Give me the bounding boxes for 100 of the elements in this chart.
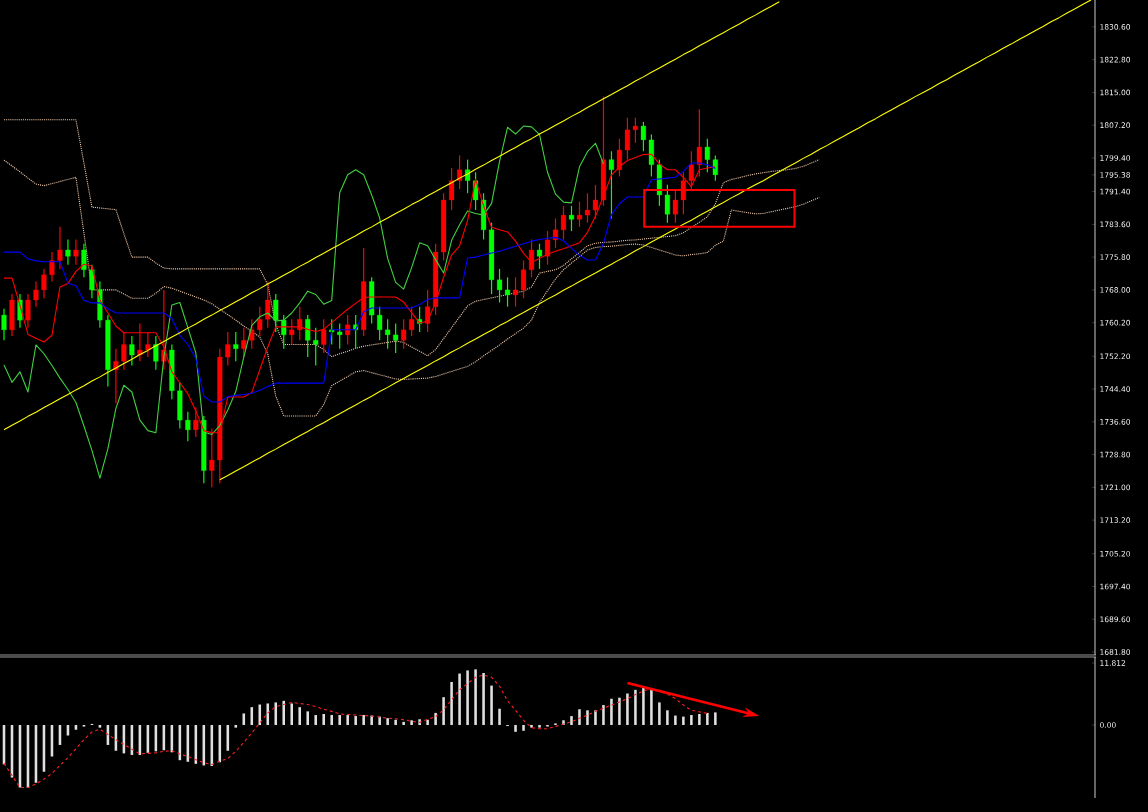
bar bbox=[466, 670, 469, 726]
bar bbox=[330, 715, 333, 726]
bar bbox=[394, 719, 397, 726]
bar bbox=[618, 697, 621, 726]
bar bbox=[498, 708, 501, 726]
candlestick bbox=[385, 318, 391, 350]
bar bbox=[338, 715, 341, 726]
candlestick bbox=[233, 331, 239, 362]
bar bbox=[386, 718, 389, 726]
bar bbox=[322, 713, 325, 726]
candlestick bbox=[65, 238, 71, 266]
candlestick bbox=[89, 264, 95, 299]
candlestick bbox=[225, 331, 231, 367]
candlestick bbox=[273, 293, 279, 333]
candlestick bbox=[297, 306, 303, 341]
bar bbox=[586, 710, 589, 726]
bar bbox=[522, 725, 525, 731]
bar bbox=[698, 713, 701, 726]
candlestick bbox=[632, 117, 638, 144]
bar bbox=[690, 715, 693, 726]
bar bbox=[658, 702, 661, 726]
candlestick bbox=[409, 306, 415, 337]
candlestick bbox=[161, 289, 167, 371]
line-series bbox=[219, 0, 1092, 481]
bar bbox=[450, 681, 453, 726]
candlestick bbox=[425, 289, 431, 333]
candlestick bbox=[41, 268, 47, 299]
bar bbox=[514, 725, 517, 732]
line-series bbox=[3, 125, 605, 479]
bar bbox=[314, 715, 317, 726]
candlestick bbox=[25, 293, 31, 329]
candlestick bbox=[664, 184, 670, 224]
bar bbox=[706, 712, 709, 726]
candlestick bbox=[401, 318, 407, 350]
candlestick bbox=[57, 226, 63, 270]
candlestick bbox=[137, 322, 143, 362]
candlestick bbox=[153, 335, 159, 371]
bar bbox=[402, 721, 405, 726]
bar bbox=[290, 703, 294, 726]
bar bbox=[442, 697, 445, 726]
bar bbox=[274, 702, 278, 726]
candlestick bbox=[49, 251, 55, 283]
line-series bbox=[3, 1, 780, 431]
bar bbox=[714, 712, 717, 726]
bar bbox=[482, 673, 485, 726]
candlestick bbox=[33, 280, 39, 308]
candlestick bbox=[568, 205, 575, 232]
candlestick bbox=[265, 280, 271, 329]
bar bbox=[682, 716, 685, 726]
candlestick bbox=[305, 314, 311, 358]
bar bbox=[674, 715, 677, 726]
candlestick bbox=[321, 318, 327, 354]
bar bbox=[490, 685, 493, 726]
candlestick bbox=[185, 411, 191, 442]
candlestick bbox=[712, 154, 718, 182]
candlestick bbox=[313, 327, 319, 367]
bar bbox=[354, 716, 357, 726]
bar bbox=[634, 689, 637, 726]
candlestick bbox=[329, 318, 335, 346]
bar bbox=[650, 689, 653, 726]
bar bbox=[562, 720, 565, 726]
candlestick bbox=[640, 121, 646, 152]
bar bbox=[426, 719, 429, 726]
bar bbox=[578, 709, 581, 726]
bar bbox=[258, 704, 262, 726]
candlestick bbox=[1, 308, 7, 341]
bar bbox=[362, 715, 365, 726]
bar bbox=[666, 710, 669, 726]
candlestick bbox=[704, 138, 710, 173]
bar bbox=[594, 710, 597, 726]
candlestick bbox=[241, 327, 247, 358]
candlestick bbox=[393, 322, 399, 354]
candlestick bbox=[289, 318, 295, 346]
bar bbox=[538, 725, 541, 728]
bar bbox=[306, 711, 309, 726]
bar bbox=[378, 716, 381, 726]
candlestick bbox=[457, 154, 463, 190]
bar bbox=[282, 700, 286, 726]
candlestick bbox=[113, 348, 119, 404]
candlestick bbox=[377, 306, 383, 341]
bar bbox=[602, 705, 605, 726]
candlestick bbox=[121, 331, 127, 371]
bar bbox=[250, 707, 254, 726]
candlestick bbox=[73, 238, 79, 266]
candlestick bbox=[81, 243, 87, 278]
candlestick bbox=[505, 276, 511, 308]
bar bbox=[298, 707, 302, 726]
bar bbox=[642, 687, 645, 726]
candlestick bbox=[257, 306, 263, 337]
candlestick bbox=[249, 318, 255, 350]
candlestick bbox=[129, 335, 135, 367]
candlestick bbox=[345, 314, 351, 346]
candlestick bbox=[465, 159, 471, 194]
bar bbox=[266, 703, 270, 726]
candlestick bbox=[145, 331, 151, 358]
bar bbox=[626, 693, 629, 726]
candlestick bbox=[608, 150, 614, 220]
candlestick bbox=[337, 322, 343, 350]
bar bbox=[458, 673, 461, 726]
bar bbox=[474, 669, 477, 726]
